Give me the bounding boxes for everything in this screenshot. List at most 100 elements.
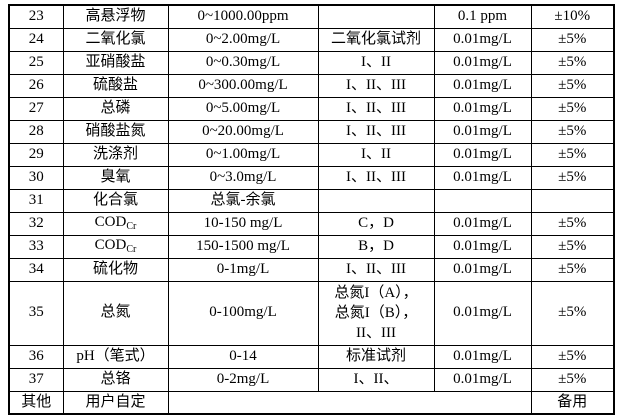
cell-no: 29 xyxy=(8,142,64,167)
cell-parameter: 臭氧 xyxy=(62,165,169,190)
cell-resolution: 0.01mg/L xyxy=(433,280,532,346)
cell-accuracy: ±5% xyxy=(530,73,615,98)
cell-no: 27 xyxy=(8,96,64,121)
cell-reagent: I、II、III xyxy=(317,119,435,144)
cell-parameter: 亚硝酸盐 xyxy=(62,50,169,75)
spec-row-37: 37 总铬 0-2mg/L I、II、 0.01mg/L ±5% xyxy=(8,367,615,392)
spec-row-31: 31 化合氯 总氯-余氯 xyxy=(8,188,615,213)
cell-reagent: 总氮I（A）， 总氮I（B）， II、III xyxy=(317,280,435,346)
cell-reagent: I、II、III xyxy=(317,165,435,190)
parameter-text: COD xyxy=(94,214,127,231)
spec-table: 23 高悬浮物 0~1000.00ppm 0.1 ppm ±10% 24 二氧化… xyxy=(8,4,615,415)
reagent-line-2: 总氮I（B）， xyxy=(334,305,418,321)
cell-accuracy: ±5% xyxy=(530,211,615,236)
cell-range: 0-14 xyxy=(167,344,319,369)
cell-range: 0-100mg/L xyxy=(167,280,319,346)
parameter-subscript: Cr xyxy=(126,244,137,256)
cell-accuracy: ±5% xyxy=(530,280,615,346)
cell-reagent: I、II、III xyxy=(317,73,435,98)
cell-resolution: 0.01mg/L xyxy=(433,211,532,236)
cell-no: 34 xyxy=(8,257,64,282)
cell-no: 30 xyxy=(8,165,64,190)
cell-parameter: 硫化物 xyxy=(62,257,169,282)
cell-reagent: 标准试剂 xyxy=(317,344,435,369)
cell-resolution: 0.01mg/L xyxy=(433,50,532,75)
cell-parameter: 总氮 xyxy=(62,280,169,346)
spec-row-23: 23 高悬浮物 0~1000.00ppm 0.1 ppm ±10% xyxy=(8,4,615,29)
spec-row-27: 27 总磷 0~5.00mg/L I、II、III 0.01mg/L ±5% xyxy=(8,96,615,121)
cell-resolution: 0.01mg/L xyxy=(433,142,532,167)
cell-accuracy: ±5% xyxy=(530,234,615,259)
cell-range: 0~3.0mg/L xyxy=(167,165,319,190)
cell-range: 0~5.00mg/L xyxy=(167,96,319,121)
spec-row-30: 30 臭氧 0~3.0mg/L I、II、III 0.01mg/L ±5% xyxy=(8,165,615,190)
cell-range: 0~2.00mg/L xyxy=(167,27,319,52)
spec-row-28: 28 硝酸盐氮 0~20.00mg/L I、II、III 0.01mg/L ±5… xyxy=(8,119,615,144)
cell-resolution: 0.01mg/L xyxy=(433,257,532,282)
cell-range: 总氯-余氯 xyxy=(167,188,319,213)
cell-accuracy: ±5% xyxy=(530,27,615,52)
cell-no: 25 xyxy=(8,50,64,75)
cell-no: 32 xyxy=(8,211,64,236)
cell-accuracy: ±10% xyxy=(530,4,615,29)
spec-row-29: 29 洗涤剂 0~1.00mg/L I、II 0.01mg/L ±5% xyxy=(8,142,615,167)
cell-merged-blank xyxy=(167,390,532,415)
cell-accuracy: ±5% xyxy=(530,142,615,167)
cell-no: 37 xyxy=(8,367,64,392)
cell-resolution: 0.01mg/L xyxy=(433,96,532,121)
cell-accuracy xyxy=(530,188,615,213)
cell-range: 10-150 mg/L xyxy=(167,211,319,236)
reagent-line-3: II、III xyxy=(356,325,396,341)
cell-parameter: 二氧化氯 xyxy=(62,27,169,52)
parameter-text: COD xyxy=(94,237,127,254)
cell-no: 28 xyxy=(8,119,64,144)
cell-reagent xyxy=(317,188,435,213)
cell-resolution: 0.01mg/L xyxy=(433,344,532,369)
cell-no: 35 xyxy=(8,280,64,346)
cell-parameter: 总铬 xyxy=(62,367,169,392)
cell-parameter: pH（笔式） xyxy=(62,344,169,369)
parameter-subscript: Cr xyxy=(126,221,137,233)
cell-range: 0~20.00mg/L xyxy=(167,119,319,144)
cell-parameter: 硫酸盐 xyxy=(62,73,169,98)
cell-resolution xyxy=(433,188,532,213)
cell-resolution: 0.01mg/L xyxy=(433,27,532,52)
cell-no: 24 xyxy=(8,27,64,52)
cell-accuracy: 备用 xyxy=(530,390,615,415)
cell-resolution: 0.01mg/L xyxy=(433,73,532,98)
cell-accuracy: ±5% xyxy=(530,165,615,190)
cell-range: 0~0.30mg/L xyxy=(167,50,319,75)
spec-row-25: 25 亚硝酸盐 0~0.30mg/L I、II 0.01mg/L ±5% xyxy=(8,50,615,75)
cell-accuracy: ±5% xyxy=(530,367,615,392)
spec-row-35: 35 总氮 0-100mg/L 总氮I（A）， 总氮I（B）， II、III 0… xyxy=(8,280,615,346)
cell-parameter: 化合氯 xyxy=(62,188,169,213)
cell-resolution: 0.1 ppm xyxy=(433,4,532,29)
cell-no: 33 xyxy=(8,234,64,259)
cell-no: 31 xyxy=(8,188,64,213)
cell-accuracy: ±5% xyxy=(530,257,615,282)
spec-row-33: 33 CODCr 150-1500 mg/L B，D 0.01mg/L ±5% xyxy=(8,234,615,259)
cell-no: 其他 xyxy=(8,390,64,415)
cell-parameter: 高悬浮物 xyxy=(62,4,169,29)
spec-row-36: 36 pH（笔式） 0-14 标准试剂 0.01mg/L ±5% xyxy=(8,344,615,369)
cell-reagent: B，D xyxy=(317,234,435,259)
cell-parameter: 总磷 xyxy=(62,96,169,121)
spec-row-other: 其他 用户自定 备用 xyxy=(8,390,615,415)
cell-accuracy: ±5% xyxy=(530,344,615,369)
cell-parameter: 硝酸盐氮 xyxy=(62,119,169,144)
cell-resolution: 0.01mg/L xyxy=(433,165,532,190)
cell-parameter: CODCr xyxy=(62,211,169,236)
spec-row-26: 26 硫酸盐 0~300.00mg/L I、II、III 0.01mg/L ±5… xyxy=(8,73,615,98)
cell-parameter: 洗涤剂 xyxy=(62,142,169,167)
cell-accuracy: ±5% xyxy=(530,119,615,144)
cell-accuracy: ±5% xyxy=(530,50,615,75)
cell-parameter: CODCr xyxy=(62,234,169,259)
cell-reagent: C，D xyxy=(317,211,435,236)
cell-range: 0~300.00mg/L xyxy=(167,73,319,98)
cell-reagent: I、II、III xyxy=(317,96,435,121)
cell-reagent: I、II、 xyxy=(317,367,435,392)
cell-no: 36 xyxy=(8,344,64,369)
cell-range: 0-2mg/L xyxy=(167,367,319,392)
cell-range: 0~1000.00ppm xyxy=(167,4,319,29)
